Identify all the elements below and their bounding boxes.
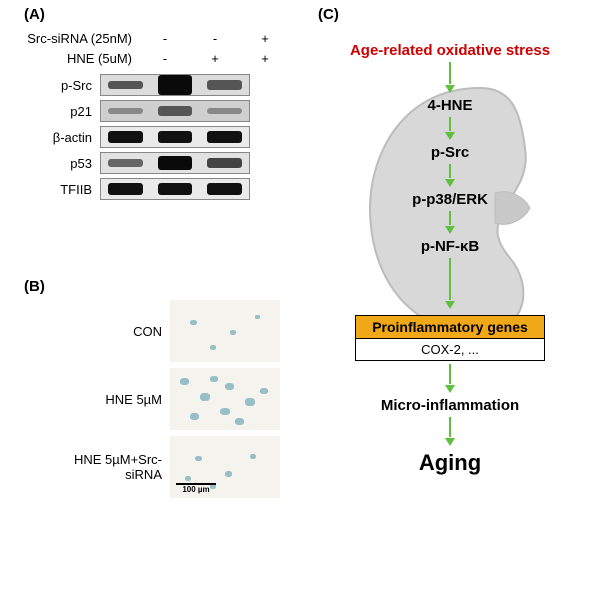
treatment-table: Src-siRNA (25nM)--+HNE (5uM)-++ (20, 28, 300, 68)
panel-a: Src-siRNA (25nM)--+HNE (5uM)-++ p-Srcp21… (20, 28, 300, 204)
blot-label: TFIIB (20, 182, 100, 197)
blot-label: β-actin (20, 130, 100, 145)
panel-c-label: (C) (318, 6, 339, 23)
pathway-diagram: Age-related oxidative stress 4-HNE p-Src p-… (310, 42, 590, 476)
arrow-down-icon (445, 258, 455, 310)
blot-strip (100, 100, 250, 122)
blot-label: p-Src (20, 78, 100, 93)
blot-row: TFIIB (20, 178, 300, 200)
pathway-text: Aging (419, 450, 481, 476)
pathway-text: p-Src (431, 144, 469, 161)
blot-row: β-actin (20, 126, 300, 148)
arrow-down-icon (445, 62, 455, 94)
panel-c: Age-related oxidative stress 4-HNE p-Src p-… (310, 28, 590, 578)
pathway-text: Micro-inflammation (381, 397, 519, 414)
blot-strip (100, 126, 250, 148)
blot-row: p53 (20, 152, 300, 174)
treatment-value: - (190, 31, 240, 46)
micrograph-label: HNE 5µM+Src-siRNA (40, 452, 170, 482)
treatment-value: + (240, 31, 290, 46)
treatment-label: HNE (5uM) (20, 51, 140, 66)
blot-strip (100, 152, 250, 174)
treatment-value: + (190, 51, 240, 66)
arrow-down-icon (445, 117, 455, 141)
micrograph-row: CON (40, 300, 300, 362)
micrograph-rows: CON HNE 5µM HNE 5µM+Src-siRNA 100 µm (40, 300, 300, 498)
arrow-down-icon (445, 417, 455, 447)
blot-label: p21 (20, 104, 100, 119)
blot-strip (100, 178, 250, 200)
blot-strip (100, 74, 250, 96)
micrograph-label: CON (40, 324, 170, 339)
treatment-row: Src-siRNA (25nM)--+ (20, 28, 300, 48)
blot-row: p21 (20, 100, 300, 122)
panel-b-label: (B) (24, 278, 45, 295)
micrograph-row: HNE 5µM (40, 368, 300, 430)
treatment-label: Src-siRNA (25nM) (20, 31, 140, 46)
western-blots: p-Src p21 β-actin p53 TFIIB (20, 74, 300, 200)
micrograph-row: HNE 5µM+Src-siRNA 100 µm (40, 436, 300, 498)
arrow-down-icon (445, 164, 455, 188)
micrograph-label: HNE 5µM (40, 392, 170, 407)
pathway-text: 4-HNE (427, 97, 472, 114)
treatment-value: + (240, 51, 290, 66)
arrow-down-icon (445, 364, 455, 394)
gene-box-header: Proinflammatory genes (356, 316, 544, 339)
pathway-text: p-NF-κB (421, 238, 479, 255)
pathway-text: Age-related oxidative stress (350, 42, 550, 59)
blot-label: p53 (20, 156, 100, 171)
micrograph-image (170, 368, 280, 430)
panel-a-label: (A) (24, 6, 45, 23)
blot-row: p-Src (20, 74, 300, 96)
arrow-down-icon (445, 211, 455, 235)
gene-box-body: COX-2, ... (356, 339, 544, 360)
panel-b: CON HNE 5µM HNE 5µM+Src-siRNA 100 µm (40, 300, 300, 504)
pathway-text: p-p38/ERK (412, 191, 488, 208)
gene-box: Proinflammatory genesCOX-2, ... (355, 315, 545, 361)
micrograph-image: 100 µm (170, 436, 280, 498)
treatment-value: - (140, 31, 190, 46)
scale-bar: 100 µm (176, 483, 216, 494)
micrograph-image (170, 300, 280, 362)
treatment-value: - (140, 51, 190, 66)
treatment-row: HNE (5uM)-++ (20, 48, 300, 68)
